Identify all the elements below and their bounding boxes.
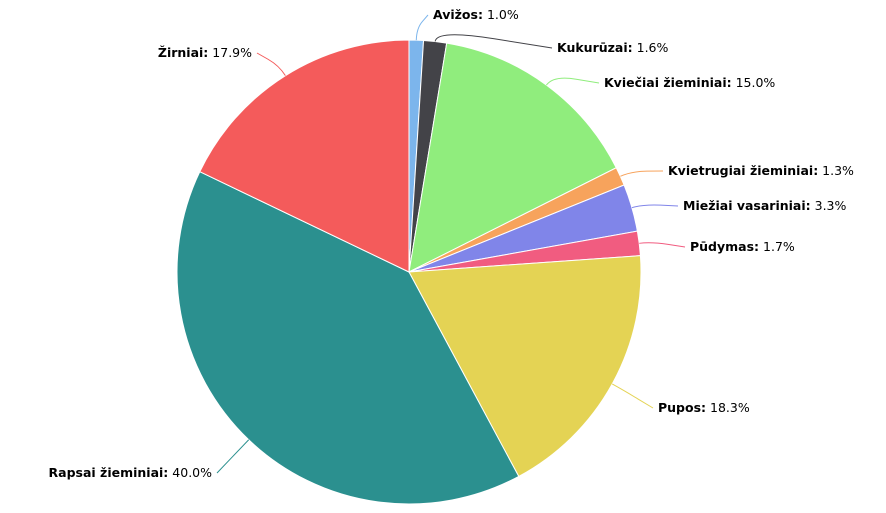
connector-line-3 <box>546 77 600 86</box>
data-label-value: 15.0% <box>732 75 776 90</box>
connector-line-5 <box>631 204 679 209</box>
data-label-9: Žirniai: 17.9% <box>158 45 252 60</box>
data-label-4: Kvietrugiai žieminiai: 1.3% <box>668 163 854 178</box>
data-label-name: Žirniai: <box>158 45 208 60</box>
pie-slice-3[interactable] <box>408 42 617 273</box>
pie-slice-8[interactable] <box>176 170 520 505</box>
connector-line-1 <box>415 14 429 41</box>
connector-line-9 <box>256 52 286 76</box>
data-label-2: Kukurūzai: 1.6% <box>557 40 668 55</box>
data-label-8: Rapsai žieminiai: 40.0% <box>49 465 213 480</box>
data-label-value: 3.3% <box>811 198 847 213</box>
connector-line-2 <box>434 34 553 49</box>
data-label-value: 40.0% <box>168 465 212 480</box>
data-label-name: Pūdymas: <box>690 239 759 254</box>
data-label-value: 1.0% <box>483 7 519 22</box>
data-label-name: Pupos: <box>658 400 706 415</box>
data-label-value: 1.3% <box>818 163 854 178</box>
data-label-name: Miežiai vasariniai: <box>683 198 811 213</box>
data-label-5: Miežiai vasariniai: 3.3% <box>683 198 847 213</box>
connector-line-7 <box>611 383 654 409</box>
pie-slice-7[interactable] <box>408 255 642 478</box>
data-label-name: Avižos: <box>433 7 483 22</box>
data-label-value: 17.9% <box>208 45 252 60</box>
data-label-value: 1.6% <box>633 40 669 55</box>
data-label-3: Kviečiai žieminiai: 15.0% <box>604 75 775 90</box>
connector-line-4 <box>620 170 664 177</box>
connector-line-6 <box>639 242 686 248</box>
data-label-6: Pūdymas: 1.7% <box>690 239 795 254</box>
data-label-1: Avižos: 1.0% <box>433 7 519 22</box>
data-label-value: 1.7% <box>759 239 795 254</box>
pie-slice-9[interactable] <box>199 39 410 273</box>
data-label-name: Kviečiai žieminiai: <box>604 75 732 90</box>
data-label-name: Kvietrugiai žieminiai: <box>668 163 818 178</box>
data-label-value: 18.3% <box>706 400 750 415</box>
data-label-name: Kukurūzai: <box>557 40 633 55</box>
connector-line-8 <box>216 439 250 474</box>
data-label-7: Pupos: 18.3% <box>658 400 750 415</box>
data-label-name: Rapsai žieminiai: <box>49 465 169 480</box>
